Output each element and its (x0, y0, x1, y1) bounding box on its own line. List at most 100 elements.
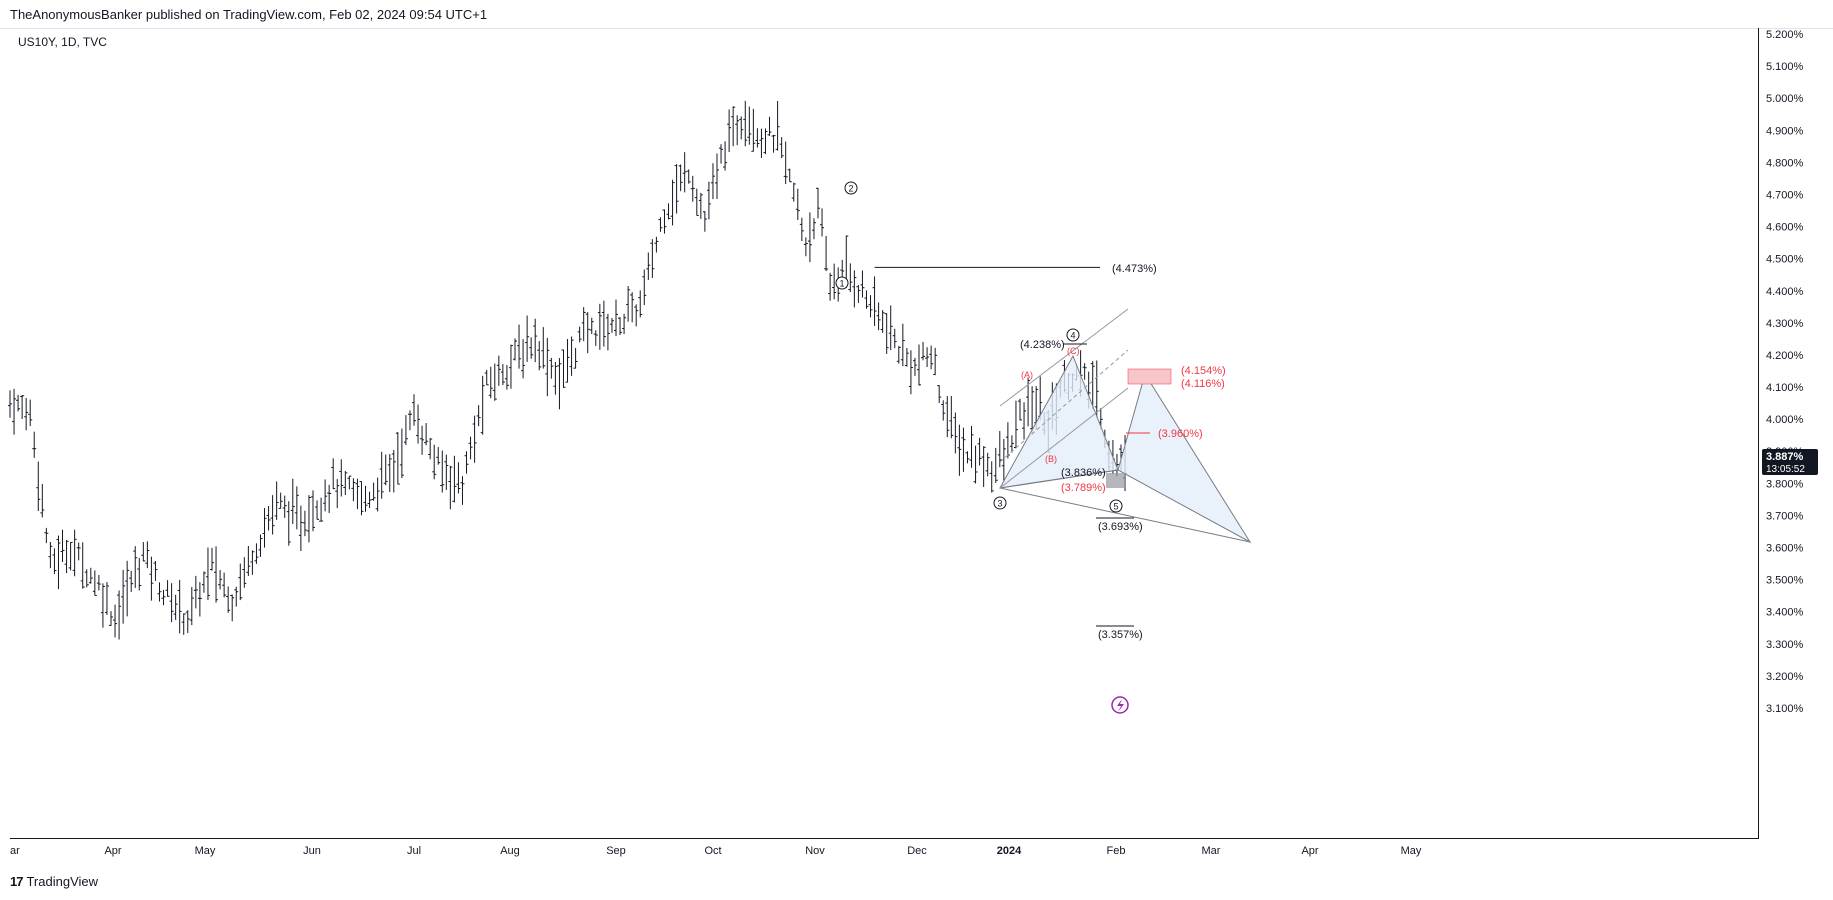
ohlc-bar (513, 338, 517, 361)
ohlc-bar (383, 454, 388, 486)
time-axis-tick: Apr (1301, 845, 1318, 857)
price-axis-tick: 3.200% (1766, 671, 1804, 683)
ohlc-bar (658, 217, 663, 232)
ohlc-bar (868, 295, 873, 318)
ohlc-bar (1001, 439, 1006, 481)
channel-upper-line (999, 308, 1129, 407)
ohlc-bar (763, 128, 768, 155)
ohlc-bar (153, 561, 158, 581)
tradingview-logo[interactable]: 17 TradingView (10, 874, 98, 889)
ohlc-bar (323, 479, 328, 512)
ohlc-bar (468, 436, 473, 460)
time-axis-tick: 2024 (997, 845, 1022, 857)
ohlc-bar (109, 611, 113, 626)
ohlc-bar (367, 491, 372, 508)
price-axis-tick: 3.800% (1766, 478, 1804, 490)
wave-label-text: 4 (1070, 331, 1075, 341)
symbol-label[interactable]: US10Y, 1D, TVC (18, 35, 107, 49)
ohlc-bar (630, 292, 635, 323)
ohlc-bar (848, 263, 853, 293)
ohlc-bar (682, 152, 687, 193)
ohlc-bar (961, 427, 966, 472)
ohlc-bar (896, 345, 901, 364)
ohlc-bar (238, 563, 243, 601)
ohlc-bar (298, 505, 303, 551)
ohlc-bar (597, 303, 602, 350)
ohlc-bar (767, 116, 772, 136)
wave-label-circled[interactable]: 5 (1109, 499, 1123, 513)
ohlc-bar (424, 423, 429, 446)
ohlc-bar (1090, 361, 1095, 410)
ohlc-bar (266, 506, 271, 531)
wave-label-abc[interactable]: (B) (1045, 454, 1057, 464)
ohlc-bar (428, 437, 433, 460)
ohlc-bar (12, 388, 17, 435)
time-axis-tick: Dec (907, 845, 927, 857)
ohlc-bar (626, 286, 631, 322)
wave-label-text: 3 (997, 499, 1002, 509)
ohlc-bar (125, 560, 130, 617)
ohlc-bar (864, 290, 869, 309)
ohlc-bar (8, 390, 12, 418)
ohlc-bar (44, 527, 49, 544)
ohlc-bar (666, 203, 671, 220)
price-axis[interactable]: 5.200% 5.100% 5.000% 4.900% 4.800% 4.700% 4.60… (1766, 29, 1804, 715)
ohlc-bar (48, 542, 53, 569)
ohlc-bar (161, 589, 166, 606)
resistance-zone[interactable] (1127, 368, 1172, 385)
ohlc-bar (214, 546, 219, 603)
ohlc-bar (553, 361, 558, 395)
lightning-icon[interactable] (1111, 696, 1129, 714)
time-axis-tick: Sep (606, 845, 626, 857)
ohlc-bar (282, 495, 287, 518)
ohlc-bar (751, 108, 756, 152)
ohlc-bar (771, 134, 776, 153)
wave-label-abc[interactable]: (A) (1021, 370, 1033, 380)
wave-label-circled[interactable]: 3 (993, 496, 1007, 510)
ohlc-bar (480, 375, 485, 435)
wave-label-abc[interactable]: (C) (1067, 346, 1080, 356)
ohlc-bar (395, 432, 400, 485)
ohlc-bar (727, 109, 732, 153)
ohlc-bar (391, 450, 396, 493)
time-axis-tick: Apr (104, 845, 121, 857)
ohlc-bar (464, 451, 469, 474)
ohlc-bar (852, 270, 857, 308)
harmonic-pattern[interactable] (999, 354, 1252, 544)
wave-channel[interactable] (999, 308, 1129, 489)
ohlc-series[interactable] (8, 100, 1128, 640)
ohlc-bar (331, 458, 336, 490)
ohlc-bar (117, 590, 122, 640)
ohlc-bar (250, 550, 255, 575)
ohlc-bar (363, 485, 368, 512)
ohlc-bar (840, 259, 845, 279)
tradingview-brand-text: TradingView (26, 874, 99, 889)
ohlc-bar (581, 307, 586, 342)
ohlc-bar (169, 583, 174, 623)
time-axis[interactable]: ar Apr May Jun Jul Aug Sep Oct Nov Dec 2024 Feb Mar A… (10, 845, 1422, 857)
ohlc-bar (440, 450, 445, 493)
ohlc-bar (335, 479, 340, 509)
ohlc-bar (88, 567, 93, 584)
ohlc-bar (618, 317, 623, 336)
ohlc-bar (977, 437, 982, 466)
level-label: (4.238%) (1020, 339, 1065, 351)
ohlc-bar (561, 349, 566, 388)
ohlc-bar (343, 471, 348, 495)
ohlc-bar (799, 217, 804, 242)
ohlc-bar (585, 312, 590, 354)
ohlc-bar (1005, 422, 1010, 459)
wave-label-circled[interactable]: 4 (1066, 328, 1080, 342)
wave-label-circled[interactable]: 2 (844, 181, 858, 195)
wave-label-circled[interactable]: 1 (835, 276, 849, 290)
ohlc-bar (193, 575, 198, 609)
ohlc-bar (157, 582, 162, 602)
ohlc-bar (52, 548, 57, 574)
ohlc-bar (173, 594, 178, 620)
ohlc-bar (254, 543, 259, 564)
ohlc-bar (141, 542, 146, 562)
support-zone[interactable] (1106, 473, 1126, 488)
ohlc-bar (302, 510, 307, 537)
ohlc-bar (403, 415, 408, 446)
